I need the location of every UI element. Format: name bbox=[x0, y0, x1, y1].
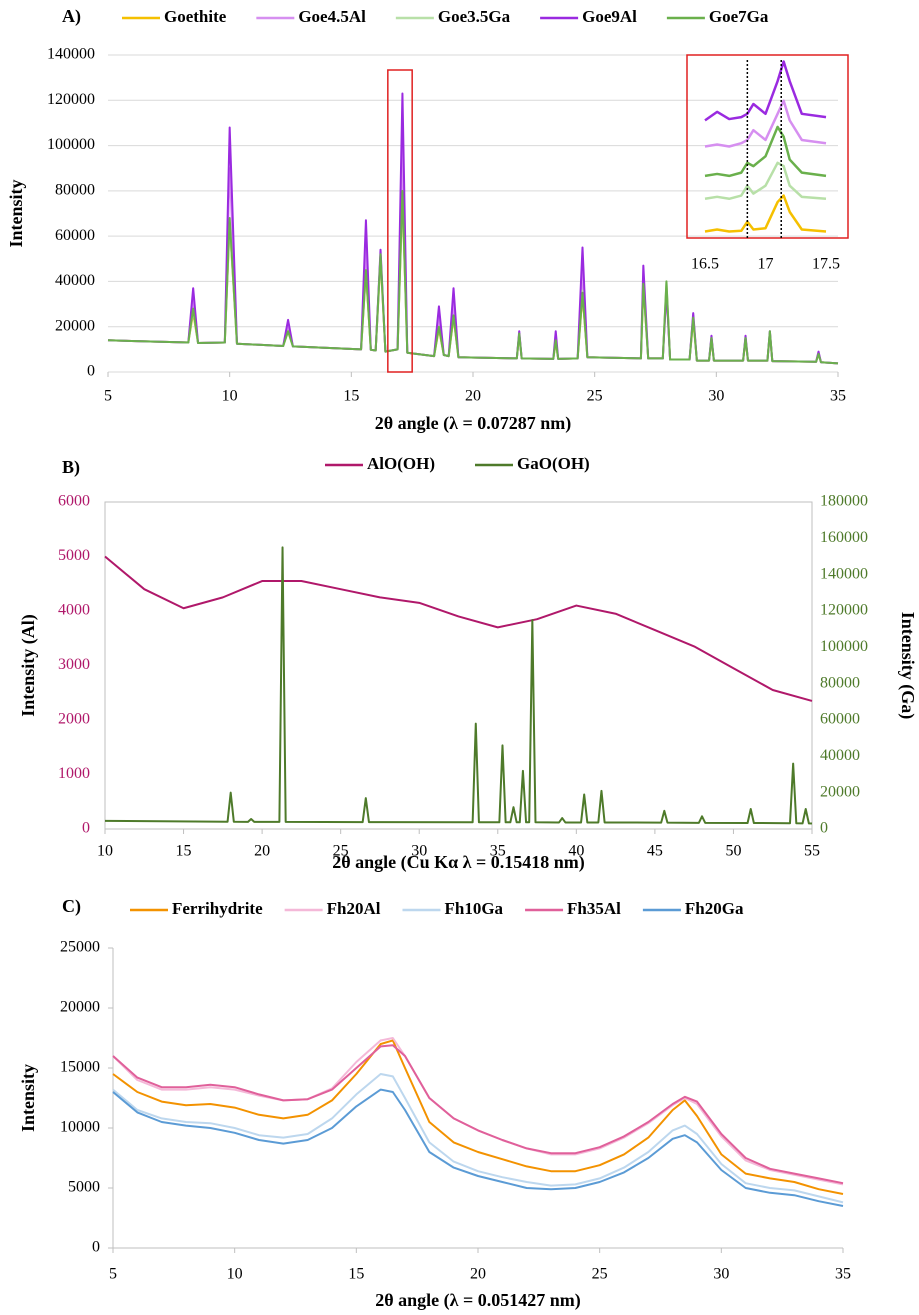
y-axis-title: Intensity (Al) bbox=[18, 614, 39, 717]
y-tick-label: 0 bbox=[82, 820, 90, 837]
x-tick-label: 40 bbox=[568, 843, 584, 860]
legend-label: Goe7Ga bbox=[709, 7, 769, 26]
series-line bbox=[704, 60, 827, 122]
legend-label: Fh35Al bbox=[567, 899, 621, 918]
x-tick-label: 25 bbox=[333, 843, 349, 860]
series-line bbox=[104, 555, 813, 702]
series-line bbox=[704, 194, 827, 233]
legend-label: Fh10Ga bbox=[444, 899, 503, 918]
y-tick-label: 25000 bbox=[60, 939, 100, 956]
plot-frame bbox=[104, 501, 813, 830]
y-tick-label: 20000 bbox=[60, 999, 100, 1016]
x-tick-label: 35 bbox=[830, 388, 846, 405]
y2-tick-label: 0 bbox=[820, 820, 828, 837]
series-line bbox=[704, 99, 827, 148]
legend-label: GaO(OH) bbox=[517, 454, 590, 473]
y-tick-label: 140000 bbox=[47, 46, 95, 63]
x-tick-label: 15 bbox=[343, 388, 359, 405]
x-tick-label: 20 bbox=[465, 388, 481, 405]
legend-label: Goe3.5Ga bbox=[438, 7, 511, 26]
x-tick-label: 20 bbox=[254, 843, 270, 860]
y-tick-label: 5000 bbox=[68, 1179, 100, 1196]
x-tick-label: 15 bbox=[348, 1266, 364, 1283]
series-line bbox=[112, 1039, 844, 1195]
y-tick-label: 20000 bbox=[55, 317, 95, 334]
y-axis-title: Intensity bbox=[18, 1064, 38, 1132]
x-tick-label: 45 bbox=[647, 843, 663, 860]
y2-tick-label: 80000 bbox=[820, 674, 860, 691]
legend-label: AlO(OH) bbox=[367, 454, 435, 473]
x-tick-label: 15 bbox=[176, 843, 192, 860]
y2-tick-label: 160000 bbox=[820, 529, 868, 546]
x-tick-label: 17 bbox=[758, 256, 774, 273]
y2-tick-label: 40000 bbox=[820, 747, 860, 764]
x-tick-label: 16.5 bbox=[691, 256, 719, 273]
x-tick-label: 35 bbox=[835, 1266, 851, 1283]
zoom-box bbox=[387, 69, 413, 373]
panel-label: C) bbox=[62, 896, 81, 917]
series-line bbox=[112, 1073, 844, 1204]
legend-label: Ferrihydrite bbox=[172, 899, 263, 918]
y2-tick-label: 60000 bbox=[820, 711, 860, 728]
y-tick-label: 120000 bbox=[47, 91, 95, 108]
series-line bbox=[104, 546, 813, 825]
y-tick-label: 6000 bbox=[58, 493, 90, 510]
inset-frame bbox=[686, 54, 849, 239]
legend-label: Goe4.5Al bbox=[298, 7, 366, 26]
x-tick-label: 55 bbox=[804, 843, 820, 860]
x-axis-title: 2θ angle (Cu Kα λ = 0.15418 nm) bbox=[332, 852, 585, 873]
legend-label: Fh20Ga bbox=[685, 899, 744, 918]
legend-label: Fh20Al bbox=[327, 899, 381, 918]
legend-label: Goe9Al bbox=[582, 7, 637, 26]
y-tick-label: 15000 bbox=[60, 1059, 100, 1076]
x-tick-label: 10 bbox=[222, 388, 238, 405]
x-tick-label: 50 bbox=[725, 843, 741, 860]
x-tick-label: 5 bbox=[109, 1266, 117, 1283]
y-tick-label: 2000 bbox=[58, 711, 90, 728]
x-axis-title: 2θ angle (λ = 0.051427 nm) bbox=[375, 1290, 581, 1311]
y-axis-title: Intensity bbox=[6, 179, 26, 247]
y-tick-label: 40000 bbox=[55, 272, 95, 289]
y2-tick-label: 120000 bbox=[820, 602, 868, 619]
y2-tick-label: 20000 bbox=[820, 783, 860, 800]
y-tick-label: 1000 bbox=[58, 765, 90, 782]
series-line bbox=[107, 189, 839, 365]
y-tick-label: 0 bbox=[87, 363, 95, 380]
y2-tick-label: 180000 bbox=[820, 493, 868, 510]
series-line bbox=[704, 125, 827, 178]
x-tick-label: 10 bbox=[227, 1266, 243, 1283]
panel-label: A) bbox=[62, 6, 81, 27]
legend-label: Goethite bbox=[164, 7, 227, 26]
series-line bbox=[112, 1044, 844, 1185]
panel-label: B) bbox=[62, 457, 80, 478]
series-line bbox=[704, 161, 827, 201]
x-tick-label: 20 bbox=[470, 1266, 486, 1283]
y-tick-label: 3000 bbox=[58, 656, 90, 673]
x-tick-label: 5 bbox=[104, 388, 112, 405]
y-tick-label: 4000 bbox=[58, 602, 90, 619]
y2-tick-label: 100000 bbox=[820, 638, 868, 655]
x-tick-label: 30 bbox=[713, 1266, 729, 1283]
x-tick-label: 35 bbox=[490, 843, 506, 860]
y-tick-label: 80000 bbox=[55, 182, 95, 199]
x-tick-label: 10 bbox=[97, 843, 113, 860]
x-tick-label: 17.5 bbox=[812, 256, 840, 273]
y-tick-label: 60000 bbox=[55, 227, 95, 244]
series-line bbox=[112, 1088, 844, 1207]
y-tick-label: 100000 bbox=[47, 136, 95, 153]
x-tick-label: 25 bbox=[587, 388, 603, 405]
x-axis-title: 2θ angle (λ = 0.07287 nm) bbox=[375, 413, 572, 434]
y-tick-label: 5000 bbox=[58, 547, 90, 564]
x-tick-label: 30 bbox=[708, 388, 724, 405]
y-tick-label: 0 bbox=[92, 1239, 100, 1256]
y-tick-label: 10000 bbox=[60, 1119, 100, 1136]
x-tick-label: 25 bbox=[592, 1266, 608, 1283]
y2-axis-title: Intensity (Ga) bbox=[897, 612, 918, 720]
y2-tick-label: 140000 bbox=[820, 565, 868, 582]
x-tick-label: 30 bbox=[411, 843, 427, 860]
